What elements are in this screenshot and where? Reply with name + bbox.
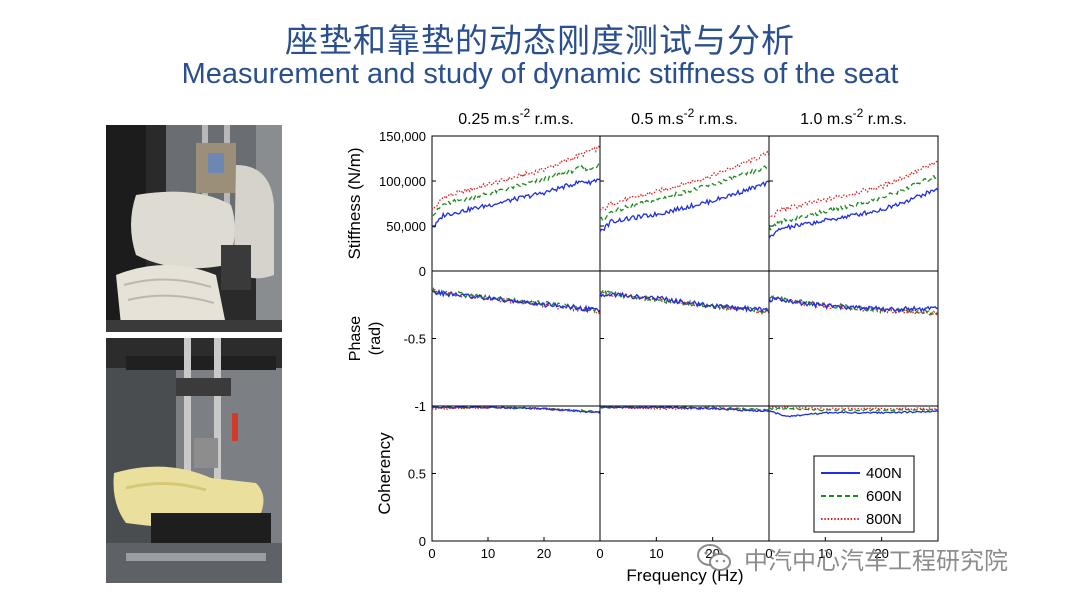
xtick-label: 20	[537, 546, 551, 561]
ytick-label-coherency: 0.5	[408, 467, 426, 482]
series-line-400N-phase-3	[768, 296, 939, 313]
slide-title-cn: 座垫和靠垫的动态刚度测试与分析	[285, 21, 795, 60]
series-line-600N-phase-1	[431, 288, 601, 314]
panel-frame	[431, 135, 601, 272]
xtick-label: 20	[874, 546, 888, 561]
panel-coherency-2	[599, 405, 770, 542]
series-line-400N-phase-2	[599, 291, 769, 313]
series-line-600N-coherency-1	[431, 406, 601, 413]
column-title-3: 1.0 m.s-2 r.m.s.	[800, 106, 907, 128]
ytick-label-stiffness: 100,000	[379, 174, 426, 189]
ytick-label-stiffness: 50,000	[386, 219, 426, 234]
series-line-800N-stiffness-1	[431, 145, 601, 210]
panel-frame	[599, 270, 770, 407]
panel-coherency-1	[431, 405, 601, 542]
series-line-400N-stiffness-1	[431, 178, 601, 228]
panel-frame	[768, 270, 939, 407]
panel-frame	[768, 135, 939, 272]
ytick-label-stiffness: 150,000	[379, 129, 426, 144]
panel-frame	[431, 270, 601, 407]
panel-stiffness-1	[431, 135, 601, 272]
ylabel-phase: (rad)	[367, 322, 384, 356]
series-line-400N-stiffness-3	[768, 187, 939, 240]
watermark: 中汽中心汽车工程研究院	[696, 540, 1008, 576]
series-line-400N-coherency-2	[599, 406, 770, 413]
xtick-label: 0	[765, 546, 772, 561]
ytick-label-stiffness: 0	[419, 264, 426, 279]
panel-phase-2	[599, 270, 770, 407]
ylabel-stiffness: Stiffness (N/m)	[345, 147, 364, 259]
series-line-600N-stiffness-3	[768, 175, 939, 231]
ylabel-coherency: Coherency	[375, 432, 394, 515]
column-title-2: 0.5 m.s-2 r.m.s.	[631, 106, 738, 128]
xtick-label: 10	[818, 546, 832, 561]
series-line-400N-stiffness-2	[599, 180, 770, 233]
series-line-600N-stiffness-2	[599, 165, 770, 222]
series-line-400N-coherency-3	[768, 410, 939, 418]
ytick-label-coherency: 0	[419, 534, 426, 549]
panel-stiffness-3	[768, 135, 939, 272]
panel-frame	[599, 405, 770, 542]
panel-phase-1	[431, 270, 601, 407]
legend-box	[813, 455, 915, 533]
xtick-label: 0	[428, 546, 435, 561]
legend-label-600N: 600N	[866, 488, 902, 505]
ytick-label-phase: -0.5	[404, 332, 426, 347]
legend: 400N 600N 800N	[813, 455, 915, 533]
foam-cushion-rig-photo	[106, 338, 282, 583]
legend-label-400N: 400N	[866, 465, 902, 482]
series-line-400N-phase-1	[432, 289, 601, 314]
column-title-1: 0.25 m.s-2 r.m.s.	[458, 106, 574, 128]
series-line-600N-coherency-3	[768, 407, 939, 412]
xtick-label: 10	[481, 546, 495, 561]
xtick-label: 0	[596, 546, 603, 561]
panel-frame	[431, 405, 601, 542]
slide-title-en: Measurement and study of dynamic stiffne…	[181, 58, 899, 90]
watermark-text: 中汽中心汽车工程研究院	[744, 546, 1008, 575]
xtick-label: 10	[649, 546, 663, 561]
series-line-800N-stiffness-3	[768, 160, 939, 219]
wechat-icon	[697, 544, 731, 571]
panel-frame	[599, 135, 770, 272]
ylabel-phase: Phase	[347, 316, 364, 361]
ytick-label-phase: -1	[414, 399, 426, 414]
legend-label-800N: 800N	[866, 511, 902, 528]
series-line-400N-coherency-1	[431, 406, 601, 414]
panel-phase-3	[768, 270, 939, 407]
series-line-800N-phase-3	[768, 295, 939, 318]
xlabel: Frequency (Hz)	[626, 566, 743, 585]
panel-stiffness-2	[599, 135, 770, 272]
series-line-600N-stiffness-1	[431, 163, 601, 217]
seat-test-rig-photo	[106, 125, 282, 332]
